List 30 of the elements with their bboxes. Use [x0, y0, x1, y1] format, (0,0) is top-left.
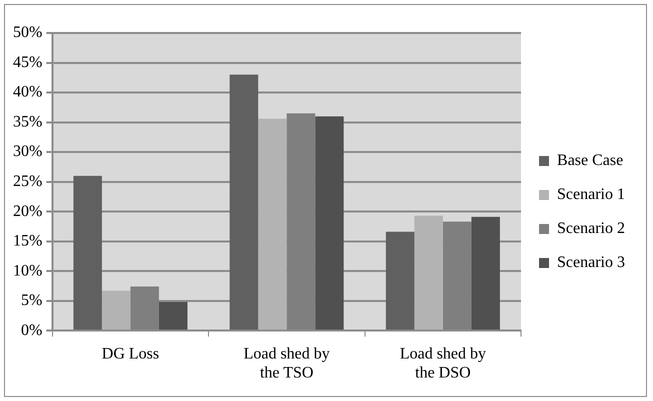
bar [158, 302, 188, 330]
bar [230, 74, 258, 330]
y-tick-label: 10% [13, 262, 42, 280]
y-tick-label: 30% [13, 143, 42, 160]
x-tick-label: Load shed by the TSO [244, 345, 330, 382]
legend-label: Scenario 2 [557, 220, 626, 238]
y-tick-label: 20% [13, 202, 42, 220]
bar [73, 176, 102, 330]
legend-label: Scenario 1 [557, 186, 626, 204]
legend-label: Base Case [557, 152, 624, 170]
bar [471, 216, 500, 330]
bar [414, 216, 443, 330]
y-tick-label: 35% [13, 113, 42, 130]
bar [386, 232, 414, 330]
y-tick-label: 40% [13, 84, 42, 101]
x-tick-label: DG Loss [102, 345, 160, 362]
bar [102, 290, 130, 330]
bar [286, 113, 316, 330]
bar [442, 222, 472, 330]
bar [258, 118, 287, 330]
x-tick-label: Load shed by the DSO [400, 345, 486, 382]
y-tick-label: 45% [13, 54, 42, 71]
y-tick-label: 0% [21, 322, 42, 339]
y-tick-label: 5% [21, 292, 42, 310]
y-tick-label: 15% [13, 232, 42, 250]
bar [315, 116, 344, 330]
bar [130, 286, 159, 330]
legend-label: Scenario 3 [557, 254, 626, 272]
y-tick-label: 25% [13, 173, 42, 190]
y-tick-label: 50% [13, 24, 42, 42]
